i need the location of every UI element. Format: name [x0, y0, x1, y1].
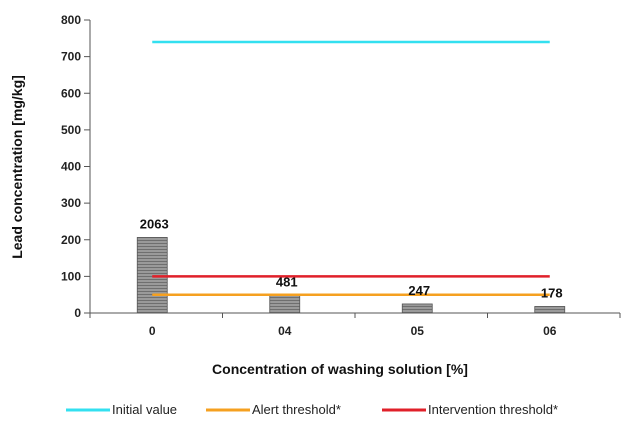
- y-ticks: 0 100 200 300 400 500 600 700 800: [61, 13, 90, 320]
- data-labels: 2063 481 247 178: [140, 216, 563, 300]
- y-tick-label: 600: [61, 86, 81, 100]
- reference-lines: [152, 40, 550, 296]
- data-label: 2063: [140, 216, 169, 231]
- bar-05: [401, 303, 433, 314]
- plot-area: [89, 20, 620, 314]
- x-ticks: 0 04 05 06: [89, 313, 621, 338]
- y-tick-label: 200: [61, 233, 81, 247]
- x-tick-label: 06: [543, 324, 557, 338]
- legend-label-intervention-threshold: Intervention threshold*: [428, 402, 558, 417]
- x-tick-label: 04: [278, 324, 292, 338]
- legend-item-alert-threshold: Alert threshold*: [206, 402, 341, 417]
- y-tick-label: 800: [61, 13, 81, 27]
- legend-item-initial-value: Initial value: [66, 402, 177, 417]
- y-tick-label: 500: [61, 123, 81, 137]
- x-tick-label: 05: [411, 324, 425, 338]
- y-tick-label: 300: [61, 196, 81, 210]
- y-tick-label: 0: [74, 306, 81, 320]
- x-axis-title: Concentration of washing solution [%]: [212, 361, 468, 377]
- bar-04: [269, 294, 301, 314]
- legend-label-initial-value: Initial value: [112, 402, 177, 417]
- data-label: 481: [276, 274, 298, 289]
- y-tick-label: 100: [61, 269, 81, 283]
- bar-06: [534, 306, 566, 314]
- legend-item-intervention-threshold: Intervention threshold*: [382, 402, 558, 417]
- legend-label-alert-threshold: Alert threshold*: [252, 402, 341, 417]
- data-label: 247: [408, 283, 430, 298]
- y-axis-title: Lead concentration [mg/kg]: [9, 75, 25, 259]
- data-label: 178: [541, 285, 563, 300]
- x-tick-label: 0: [149, 324, 156, 338]
- y-tick-label: 700: [61, 50, 81, 64]
- legend: Initial value Alert threshold* Intervent…: [66, 402, 558, 417]
- y-tick-label: 400: [61, 160, 81, 174]
